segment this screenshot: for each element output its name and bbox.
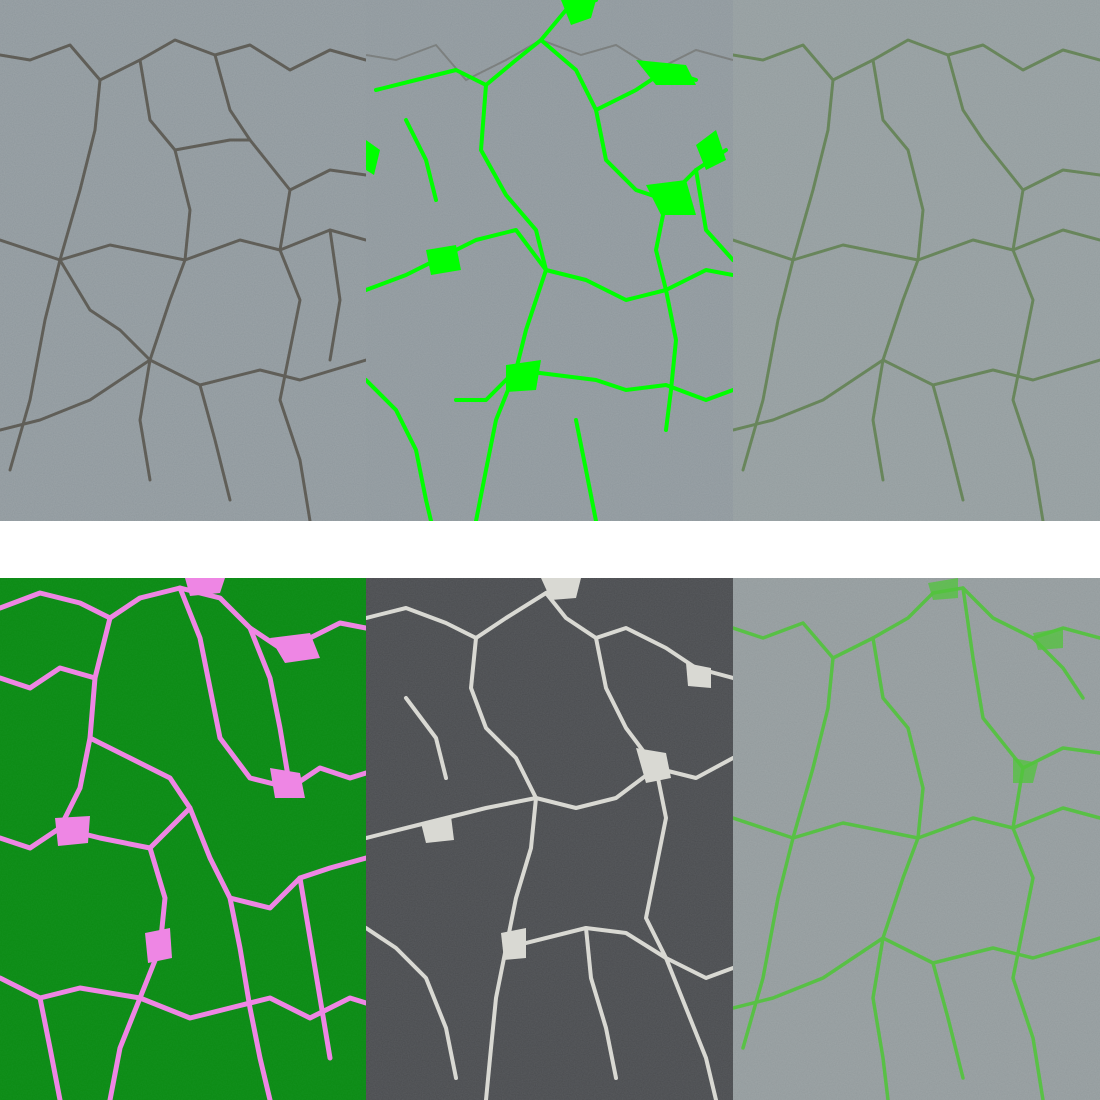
panel-green-crack-mask xyxy=(366,0,733,521)
photo-original xyxy=(0,0,366,521)
segmentation-dark-white xyxy=(366,578,733,1100)
panel-faint-green-overlay xyxy=(733,0,1100,521)
photo-green-highlight xyxy=(733,578,1100,1100)
segmentation-green-pink xyxy=(0,578,366,1100)
photo-faint-overlay xyxy=(733,0,1100,521)
panel-dark-surface-white-cracks xyxy=(366,578,733,1100)
panel-green-surface-pink-cracks xyxy=(0,578,366,1100)
photo-green-mask xyxy=(366,0,733,521)
panel-original-crack-photo xyxy=(0,0,366,521)
row-separator xyxy=(0,521,1100,578)
panel-photo-green-highlight xyxy=(733,578,1100,1100)
